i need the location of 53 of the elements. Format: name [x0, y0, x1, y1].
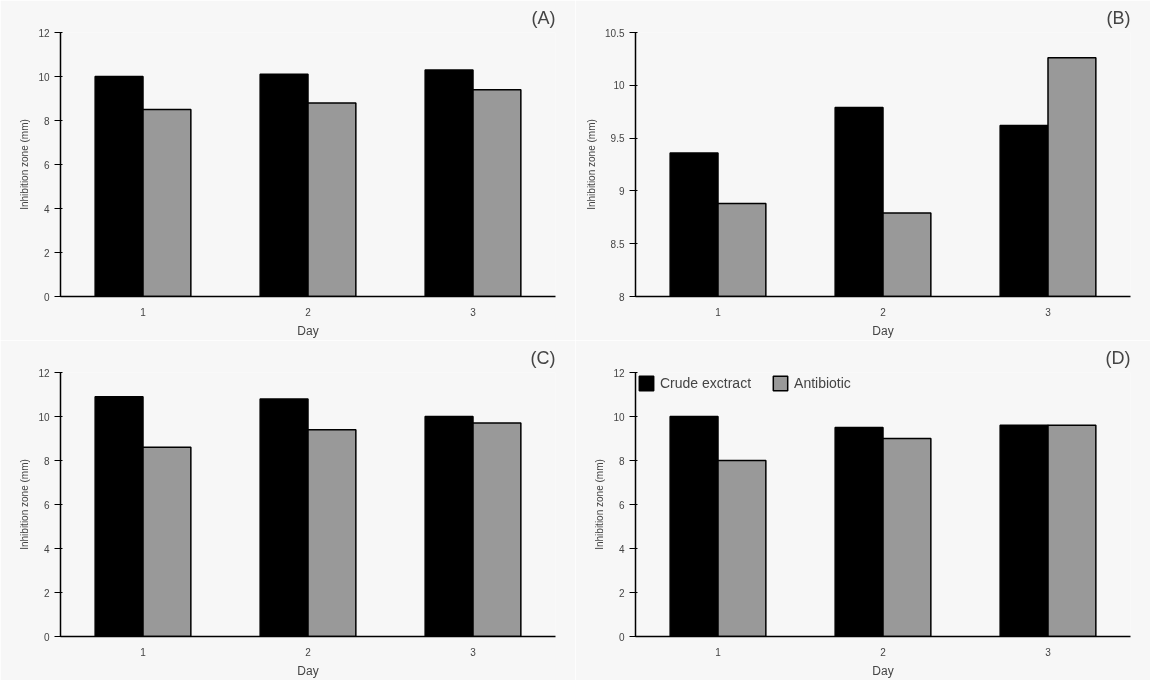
y-tick-label: 8 — [43, 115, 50, 127]
x-tick-label: 1 — [715, 306, 722, 318]
chart-title: (B) — [1106, 7, 1131, 28]
y-tick-label: 4 — [43, 203, 50, 215]
x-tick-label: 2 — [305, 646, 312, 658]
y-tick-label: 6 — [43, 499, 50, 511]
x-tick-label: 1 — [715, 646, 722, 658]
y-tick-label: 6 — [43, 159, 50, 171]
y-tick-label: 9 — [618, 185, 625, 197]
x-axis-title: Day — [297, 323, 319, 338]
y-tick-label: 12 — [38, 27, 50, 39]
y-tick-label: 4 — [43, 543, 50, 555]
y-tick-label: 8 — [618, 455, 625, 467]
y-tick-label: 0 — [43, 631, 50, 643]
y-tick-label: 2 — [618, 587, 625, 599]
y-tick-label: 12 — [613, 367, 625, 379]
y-axis-title: Inhibition zone (mm) — [594, 459, 606, 550]
y-tick-label: 8.5 — [610, 238, 625, 250]
y-axis-title: Inhibition zone (mm) — [19, 119, 31, 210]
x-tick-label: 1 — [140, 646, 147, 658]
y-tick-label: 12 — [38, 367, 50, 379]
y-tick-label: 8 — [43, 455, 50, 467]
x-tick-label: 3 — [1045, 306, 1052, 318]
x-axis-title: Day — [872, 663, 894, 678]
x-tick-label: 3 — [1045, 646, 1052, 658]
y-tick-label: 0 — [43, 291, 50, 303]
x-axis-title: Day — [297, 663, 319, 678]
x-tick-label: 1 — [140, 306, 147, 318]
y-tick-label: 10 — [613, 411, 625, 423]
y-tick-label: 0 — [618, 631, 625, 643]
chart-title: (D) — [1105, 347, 1131, 368]
y-tick-label: 10.5 — [605, 27, 625, 39]
x-tick-label: 2 — [305, 306, 312, 318]
chart-title: (C) — [530, 347, 556, 368]
y-tick-label: 9.5 — [610, 133, 625, 145]
y-tick-label: 6 — [618, 499, 625, 511]
y-axis-title: Inhibition zone (mm) — [586, 119, 598, 210]
x-tick-label: 2 — [880, 646, 887, 658]
y-tick-label: 4 — [618, 543, 625, 555]
legend-label: Antibiotic — [794, 375, 851, 391]
y-tick-label: 2 — [43, 247, 50, 259]
x-tick-label: 3 — [470, 646, 477, 658]
y-tick-label: 2 — [43, 587, 50, 599]
y-tick-label: 8 — [618, 291, 625, 303]
y-tick-label: 10 — [38, 411, 50, 423]
y-axis-title: Inhibition zone (mm) — [19, 459, 31, 550]
legend-label: Crude exctract — [660, 375, 752, 391]
x-tick-label: 3 — [470, 306, 477, 318]
x-tick-label: 2 — [880, 306, 887, 318]
y-tick-label: 10 — [38, 71, 50, 83]
y-tick-label: 10 — [613, 80, 625, 92]
chart-title: (A) — [531, 7, 556, 28]
x-axis-title: Day — [872, 323, 894, 338]
